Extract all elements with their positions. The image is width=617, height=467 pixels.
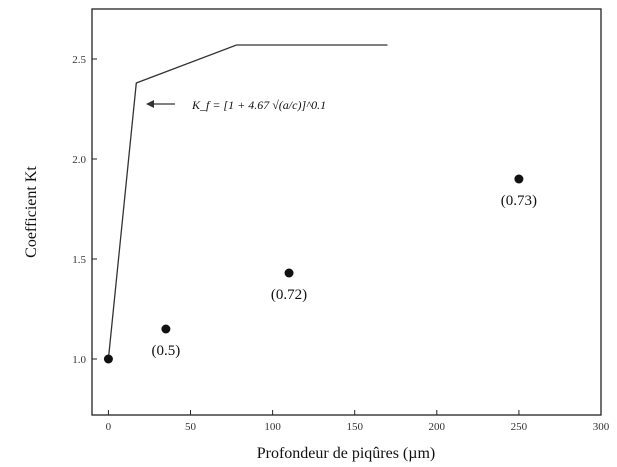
x-tick-label: 50 bbox=[185, 421, 197, 433]
data-point bbox=[284, 268, 294, 278]
x-tick-label: 0 bbox=[106, 421, 112, 433]
plot-frame bbox=[91, 8, 602, 416]
formula-text: K_f = [1 + 4.67 √(a/c)]^0.1 bbox=[191, 98, 326, 112]
y-tick-label: 2.5 bbox=[72, 54, 86, 66]
data-point bbox=[103, 354, 113, 364]
y-tick-label: 2.0 bbox=[72, 154, 86, 166]
y-tick-label: 1.0 bbox=[72, 354, 86, 366]
data-point-label: (0.73) bbox=[501, 193, 537, 209]
y-axis-ticks: 1.0 1.5 2.0 2.5 bbox=[72, 54, 97, 366]
x-tick-label: 300 bbox=[593, 421, 610, 433]
formula-annotation: K_f = [1 + 4.67 √(a/c)]^0.1 bbox=[146, 98, 326, 112]
x-tick-label: 100 bbox=[264, 421, 281, 433]
data-point-label: (0.5) bbox=[152, 343, 181, 359]
model-curve-line bbox=[107, 44, 388, 360]
x-tick-label: 200 bbox=[429, 421, 446, 433]
x-tick-label: 150 bbox=[346, 421, 363, 433]
data-point bbox=[514, 174, 524, 184]
data-points: (0.5) (0.72) (0.73) bbox=[103, 174, 537, 364]
x-axis-title: Profondeur de piqûres (µm) bbox=[257, 445, 436, 462]
annotation-arrowhead bbox=[146, 100, 154, 108]
y-tick-label: 1.5 bbox=[72, 254, 86, 266]
data-point bbox=[161, 324, 171, 334]
x-axis-ticks: 0 50 100 150 200 250 300 bbox=[106, 410, 610, 433]
data-point-label: (0.72) bbox=[271, 287, 307, 303]
y-axis-title: Coefficient Kt bbox=[23, 166, 40, 258]
x-tick-label: 250 bbox=[511, 421, 528, 433]
